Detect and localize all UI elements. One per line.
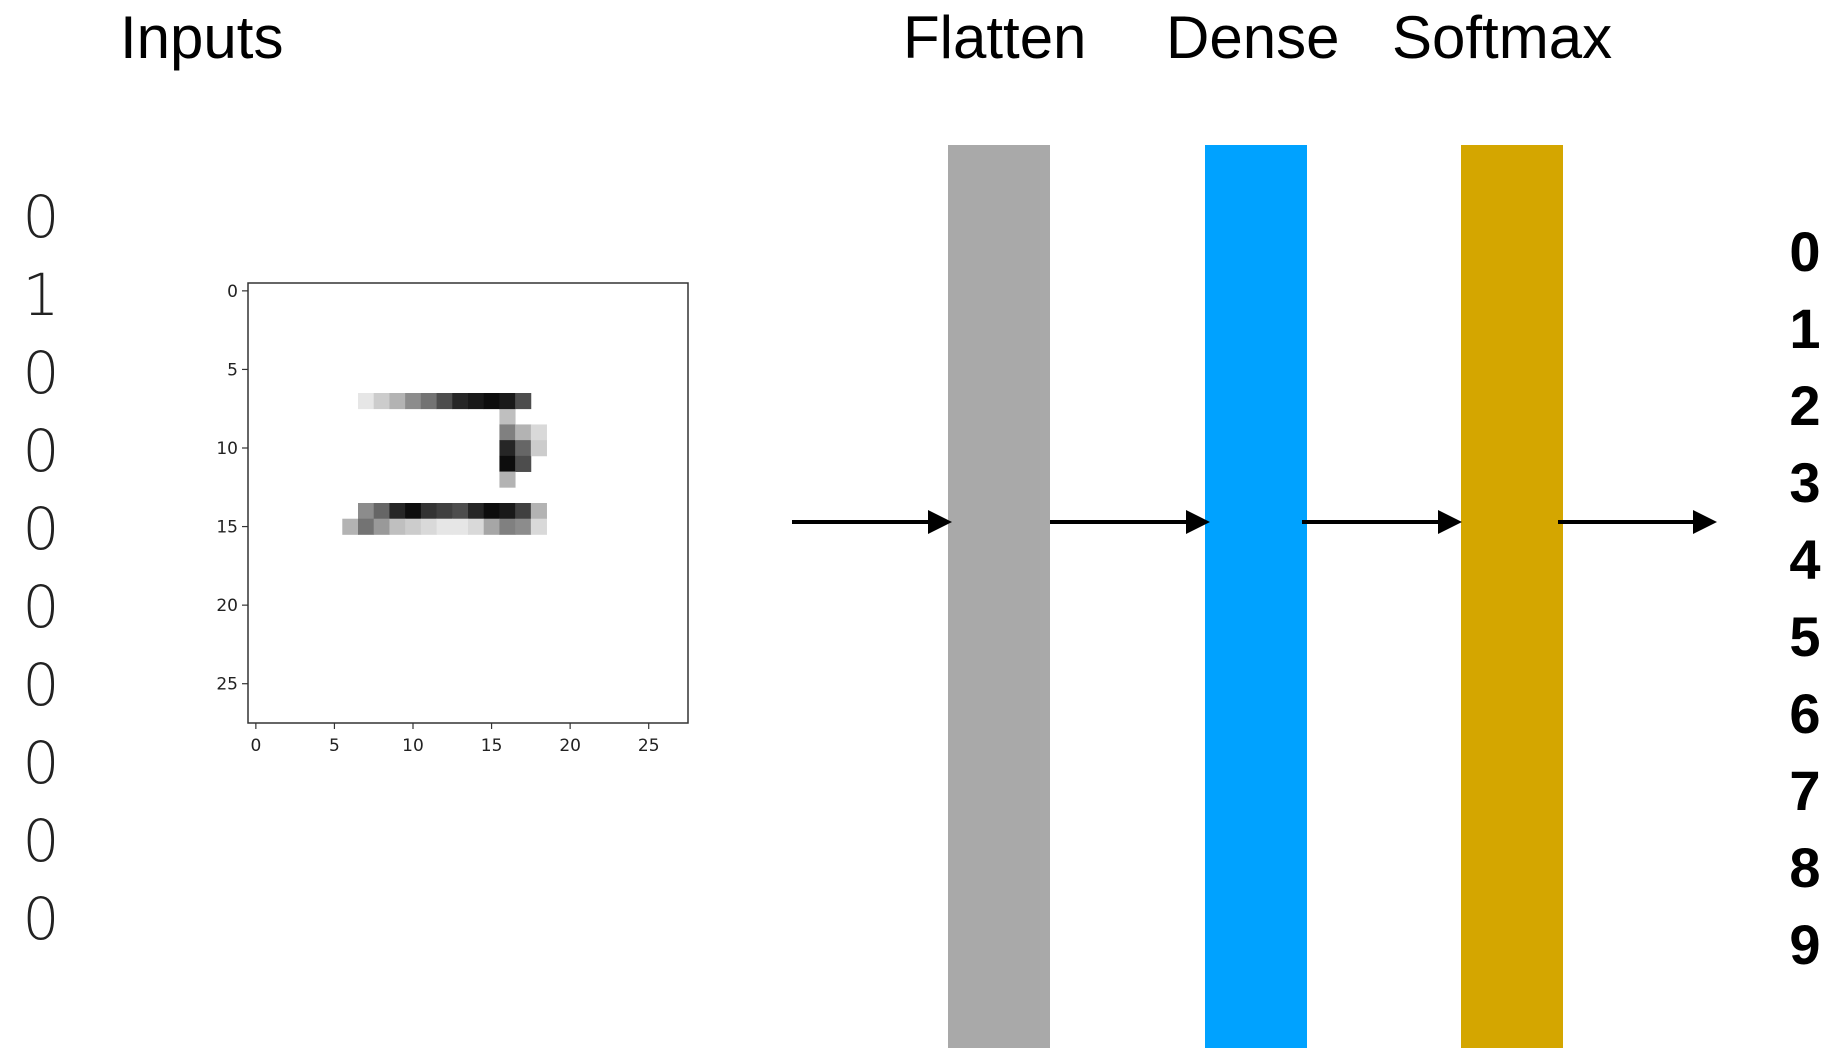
digit-pixel [530, 424, 547, 441]
class-label: 0 [1789, 220, 1821, 283]
digit-pixel [499, 424, 516, 441]
softmax-header: Softmax [1392, 4, 1613, 71]
digit-pixel [373, 518, 390, 535]
softmax-layer-bar [1461, 145, 1563, 1048]
one-hot-value: 0 [22, 651, 60, 719]
digit-pixel [499, 408, 516, 425]
digit-pixel [405, 393, 422, 410]
x-tick-label: 5 [329, 736, 340, 756]
digit-pixel [373, 503, 390, 520]
plot-frame [247, 282, 689, 724]
one-hot-value: 0 [22, 495, 60, 563]
arrowhead [1693, 510, 1717, 534]
digit-pixel [468, 503, 485, 520]
class-label: 3 [1789, 451, 1821, 514]
digit-pixel [499, 393, 516, 410]
digit-pixel [452, 503, 469, 520]
digit-pixel [530, 518, 547, 535]
class-label: 1 [1789, 297, 1821, 360]
x-tick-label: 15 [481, 736, 503, 756]
digit-pixel [483, 518, 500, 535]
x-tick-label: 0 [250, 736, 261, 756]
digit-pixel [499, 440, 516, 457]
digit-pixel [436, 503, 453, 520]
digit-pixel [420, 393, 437, 410]
x-tick-label: 20 [559, 736, 581, 756]
arrowhead [1438, 510, 1462, 534]
digit-pixel [358, 393, 375, 410]
flatten-layer-bar [948, 145, 1050, 1048]
class-label: 4 [1789, 528, 1821, 591]
class-label: 6 [1789, 682, 1821, 745]
dense-header: Dense [1166, 4, 1340, 71]
digit-pixel [515, 440, 532, 457]
x-tick-label: 10 [402, 736, 424, 756]
y-tick-label: 0 [227, 282, 238, 302]
digit-pixel [436, 518, 453, 535]
digit-pixel [483, 503, 500, 520]
y-tick-label: 25 [216, 675, 238, 695]
class-label: 7 [1789, 759, 1821, 822]
one-hot-value: 0 [22, 417, 60, 485]
one-hot-value: 0 [22, 729, 60, 797]
dense-layer-bar [1205, 145, 1307, 1048]
digit-pixel [515, 393, 532, 410]
y-tick-label: 20 [216, 596, 238, 616]
digit-pixel [499, 471, 516, 488]
digit-pixel [515, 518, 532, 535]
one-hot-value: 0 [22, 573, 60, 641]
digit-pixel [515, 424, 532, 441]
digit-pixel [389, 393, 406, 410]
digit-pixel [499, 503, 516, 520]
digit-pixel [483, 393, 500, 410]
digit-pixel [515, 503, 532, 520]
one-hot-value: 0 [22, 183, 60, 251]
one-hot-value: 0 [22, 885, 60, 953]
digit-pixel [468, 393, 485, 410]
digit-pixel [358, 518, 375, 535]
digit-pixel [468, 518, 485, 535]
digit-pixel [389, 518, 406, 535]
digit-pixel [452, 393, 469, 410]
digit-pixel [530, 440, 547, 457]
digit-pixel [405, 503, 422, 520]
digit-pixel [436, 393, 453, 410]
digit-image-plot: 0 5 10 15 20 25 0 5 10 15 20 25 [216, 282, 689, 756]
y-tick-label: 15 [216, 518, 238, 538]
digit-pixel [373, 393, 390, 410]
digit-pixel [420, 518, 437, 535]
class-label: 5 [1789, 605, 1821, 668]
class-label: 2 [1789, 374, 1821, 437]
arrowhead [928, 510, 952, 534]
digit-pixel [499, 455, 516, 472]
one-hot-value: 0 [22, 339, 60, 407]
inputs-header: Inputs [120, 4, 284, 71]
class-label: 8 [1789, 836, 1821, 899]
digit-pixel [499, 518, 516, 535]
x-tick-label: 25 [638, 736, 660, 756]
digit-pixel [405, 518, 422, 535]
y-ticks: 0 5 10 15 20 25 [216, 282, 248, 695]
digit-pixel [342, 518, 359, 535]
digit-pixel [530, 503, 547, 520]
digit-pixels [342, 393, 547, 535]
one-hot-value: 0 [22, 807, 60, 875]
x-ticks: 0 5 10 15 20 25 [250, 723, 660, 756]
digit-pixel [389, 503, 406, 520]
digit-pixel [420, 503, 437, 520]
flatten-header: Flatten [903, 4, 1087, 71]
y-tick-label: 5 [227, 360, 238, 380]
digit-pixel [515, 455, 532, 472]
class-label: 9 [1789, 913, 1821, 976]
digit-pixel [452, 518, 469, 535]
digit-pixel [358, 503, 375, 520]
y-tick-label: 10 [216, 439, 238, 459]
arrowhead [1186, 510, 1210, 534]
one-hot-value: 1 [22, 261, 60, 329]
